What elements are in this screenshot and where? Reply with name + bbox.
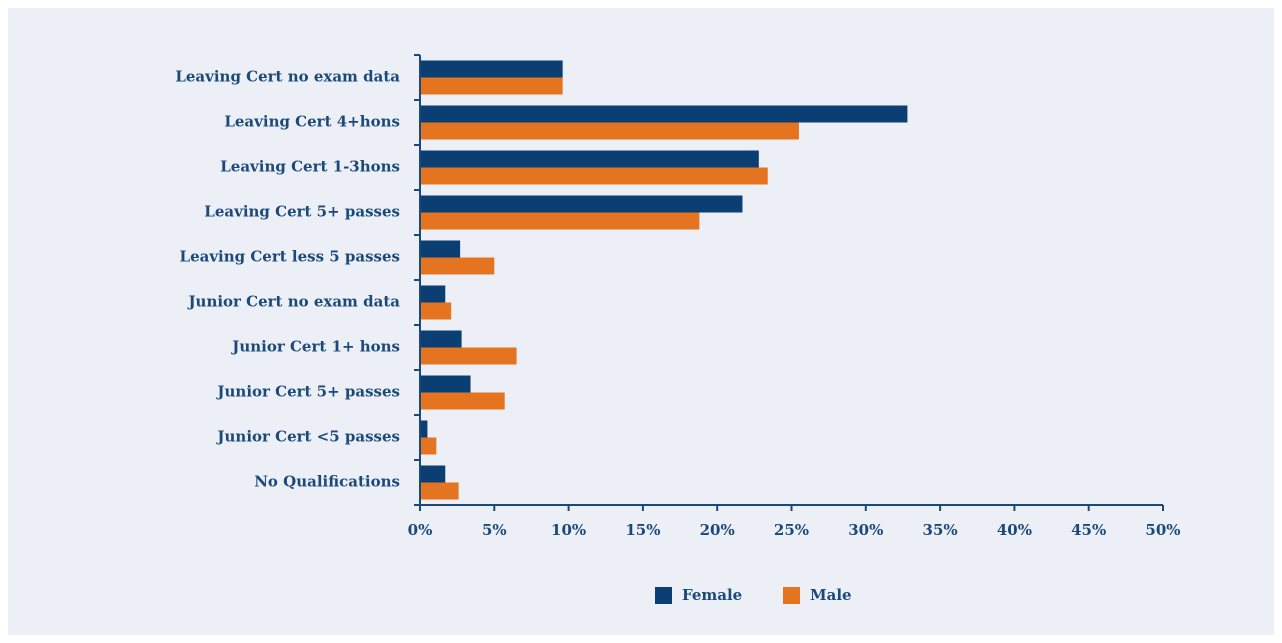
y-tick-label: Junior Cert no exam data	[186, 293, 400, 311]
x-tick-label: 20%	[700, 521, 735, 539]
bar	[420, 285, 446, 303]
bar	[420, 77, 563, 95]
bar	[420, 195, 743, 213]
y-tick-label: No Qualifications	[254, 473, 400, 491]
bar	[420, 302, 452, 320]
bar	[420, 347, 517, 365]
x-tick-label: 15%	[625, 521, 660, 539]
y-tick-label: Leaving Cert no exam data	[175, 68, 400, 86]
bar	[420, 240, 461, 258]
x-tick-label: 5%	[482, 521, 507, 539]
legend-label: Male	[810, 586, 852, 604]
y-tick-label: Junior Cert 5+ passes	[215, 383, 400, 401]
y-tick-label: Leaving Cert 1-3hons	[220, 158, 400, 176]
y-tick-label: Leaving Cert 5+ passes	[204, 203, 400, 221]
bar	[420, 465, 446, 483]
x-tick-label: 45%	[1071, 521, 1106, 539]
x-tick-label: 35%	[923, 521, 958, 539]
bar	[420, 330, 462, 348]
bar	[420, 212, 700, 230]
x-tick-label: 25%	[774, 521, 809, 539]
chart-background	[8, 8, 1274, 635]
x-tick-label: 40%	[997, 521, 1032, 539]
bar	[420, 437, 437, 455]
bar	[420, 122, 799, 140]
y-tick-label: Leaving Cert 4+hons	[224, 113, 400, 131]
x-tick-label: 0%	[408, 521, 433, 539]
bar	[420, 482, 459, 500]
bar	[420, 375, 471, 393]
x-tick-label: 30%	[848, 521, 883, 539]
y-tick-label: Junior Cert <5 passes	[215, 428, 400, 446]
bar	[420, 105, 908, 123]
legend-swatch	[783, 587, 800, 604]
bar	[420, 150, 759, 168]
bar	[420, 392, 505, 410]
bar	[420, 60, 563, 78]
bar	[420, 420, 428, 438]
bar	[420, 167, 768, 185]
y-tick-label: Junior Cert 1+ hons	[230, 338, 400, 356]
legend-swatch	[655, 587, 672, 604]
y-tick-label: Leaving Cert less 5 passes	[180, 248, 400, 266]
x-tick-label: 10%	[551, 521, 586, 539]
x-tick-label: 50%	[1145, 521, 1180, 539]
legend-label: Female	[682, 586, 742, 604]
bar	[420, 257, 495, 275]
